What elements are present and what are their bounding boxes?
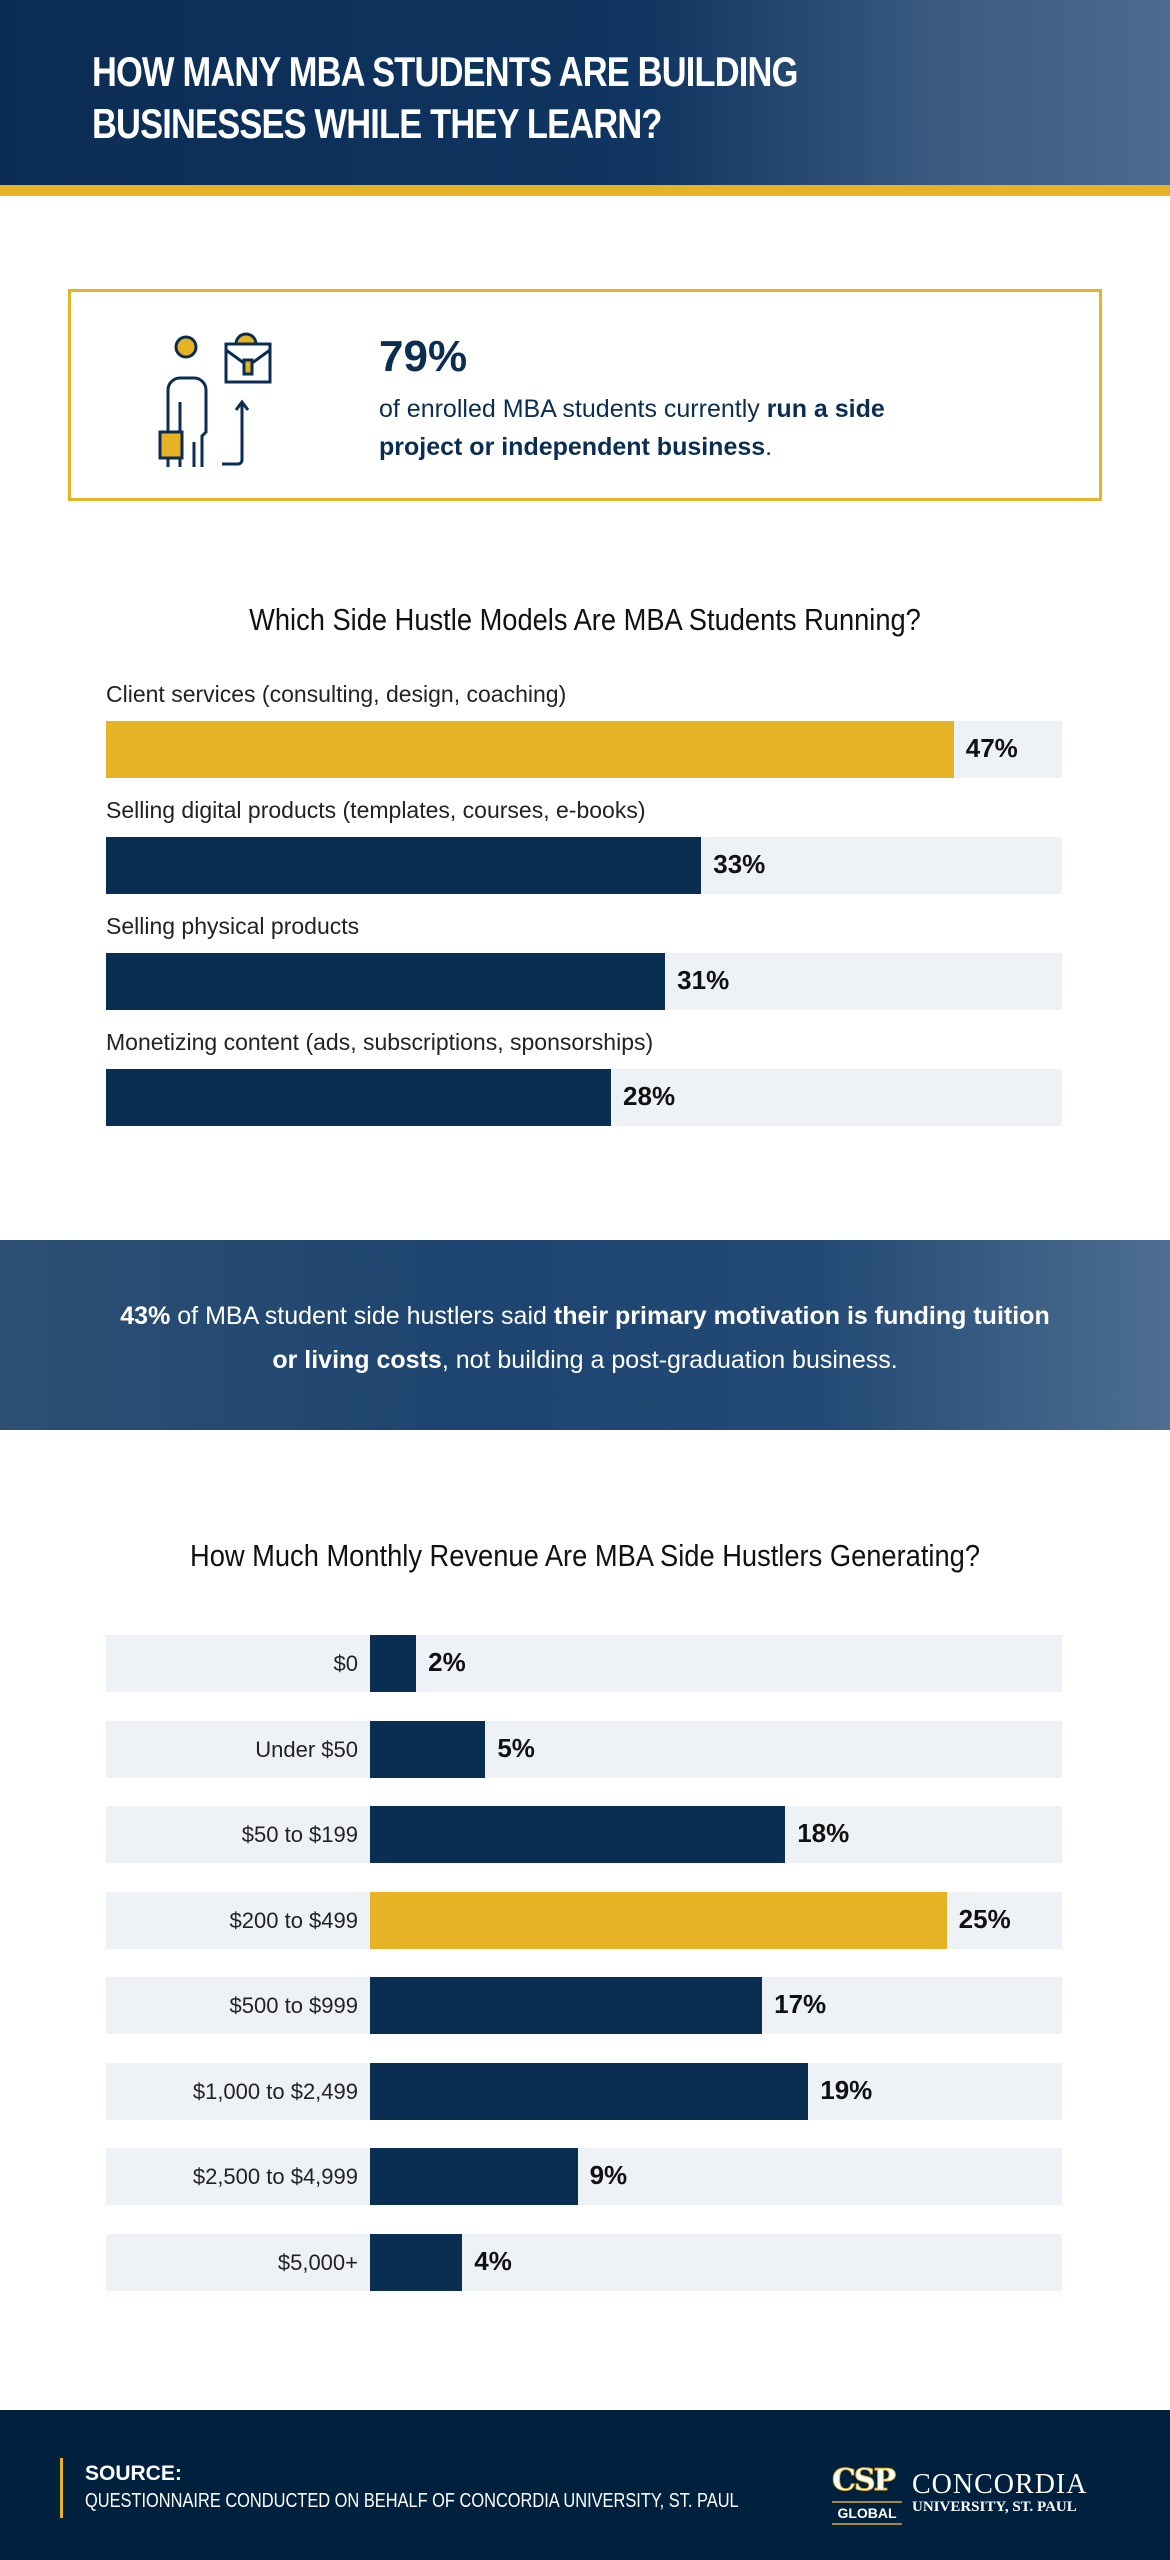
bar-value-label: 33% — [713, 849, 766, 879]
bar-category-label: Selling physical products — [106, 913, 360, 939]
bar — [370, 2062, 809, 2120]
bar — [370, 1635, 417, 1692]
bar-category-label: $50 to $199 — [241, 1822, 358, 1847]
chart-2-title: How Much Monthly Revenue Are MBA Side Hu… — [190, 1538, 980, 1573]
stat-value: 79% — [379, 332, 468, 381]
chart-1-title: Which Side Hustle Models Are MBA Student… — [249, 602, 921, 637]
bar-track: 33% — [106, 837, 1062, 894]
banner-text: 43% of MBA student side hustlers said th… — [120, 1302, 1050, 1374]
bar — [370, 2233, 463, 2291]
person-briefcase-growth-icon — [158, 332, 272, 467]
footer: SOURCE: QUESTIONNAIRE CONDUCTED ON BEHAL… — [0, 2410, 1170, 2560]
title-line-1: HOW MANY MBA STUDENTS ARE BUILDING — [92, 48, 798, 95]
title-line-2: BUSINESSES WHILE THEY LEARN? — [92, 100, 662, 147]
bar — [370, 2148, 578, 2205]
bar-value-label: 18% — [797, 1818, 850, 1848]
bar-category-label: $500 to $999 — [229, 1993, 358, 2018]
bar-value-label: 19% — [820, 2074, 873, 2105]
source-label: SOURCE: — [85, 2462, 182, 2485]
bar-value-label: 5% — [497, 1732, 535, 1763]
bar — [370, 1720, 486, 1778]
bar — [106, 721, 954, 778]
header-banner: HOW MANY MBA STUDENTS ARE BUILDING BUSIN… — [0, 0, 1170, 185]
bar — [370, 1977, 763, 2034]
bar-track: 28% — [106, 1069, 1062, 1126]
source-text: QUESTIONNAIRE CONDUCTED ON BEHALF OF CON… — [85, 2490, 739, 2512]
bar-value-label: 4% — [474, 2245, 512, 2276]
bar-category-label: Under $50 — [255, 1736, 358, 1762]
header-stripe — [0, 185, 1170, 196]
bar-value-label: 25% — [958, 1903, 1011, 1934]
bar-track: $2,500 to $4,999 9% — [106, 2148, 1062, 2205]
bar-value-label: 47% — [965, 733, 1018, 763]
footer-accent-rule — [60, 2458, 63, 2518]
bar-track: $50 to $199 18% — [106, 1806, 1062, 1863]
bar-category-label: $1,000 to $2,499 — [192, 2078, 358, 2104]
stat-description: of enrolled MBA students currently run a… — [379, 395, 885, 461]
bar-value-label: 2% — [428, 1647, 466, 1677]
bar-track: $1,000 to $2,499 19% — [106, 2062, 1062, 2120]
bar-category-label: Monetizing content (ads, subscriptions, … — [106, 1029, 654, 1055]
bar-track: $200 to $499 25% — [106, 1891, 1062, 1949]
bar-category-label: $2,500 to $4,999 — [192, 2164, 358, 2189]
logo-subtitle: UNIVERSITY, ST. PAUL — [912, 2499, 1077, 2515]
bar-value-label: 28% — [623, 1081, 676, 1111]
bar-track: Under $50 5% — [106, 1720, 1062, 1778]
bar-value-label: 31% — [677, 965, 730, 995]
bar-track: 31% — [106, 953, 1062, 1010]
logo-name: CONCORDIA — [912, 2469, 1088, 2500]
concordia-logo: CSP GLOBAL CONCORDIA UNIVERSITY, ST. PAU… — [831, 2463, 1112, 2525]
bar-track: $5,000+ 4% — [106, 2233, 1062, 2291]
bar-category-label: $200 to $499 — [229, 1907, 358, 1933]
bar-category-label: Client services (consulting, design, coa… — [106, 681, 567, 707]
bar-category-label: $0 — [333, 1651, 358, 1676]
bar-track: $500 to $999 17% — [106, 1977, 1062, 2034]
bar — [106, 953, 666, 1010]
bar-track: $0 2% — [106, 1635, 1062, 1692]
page-title: HOW MANY MBA STUDENTS ARE BUILDING BUSIN… — [92, 46, 912, 150]
bar-value-label: 17% — [774, 1989, 827, 2019]
bar-track: 47% — [106, 721, 1062, 778]
motivation-banner: 43% of MBA student side hustlers said th… — [0, 1240, 1170, 1430]
bar-category-label: $5,000+ — [277, 2249, 358, 2275]
stat-callout: 79% of enrolled MBA students currently r… — [68, 289, 1102, 501]
bar-value-label: 9% — [589, 2160, 628, 2190]
bar — [370, 1891, 947, 1949]
bar — [106, 1069, 612, 1126]
logo-global: GLOBAL — [832, 2501, 902, 2525]
bar — [106, 837, 702, 894]
logo-csp: CSP — [831, 2463, 896, 2499]
bar-category-label: Selling digital products (templates, cou… — [106, 797, 646, 823]
bar — [370, 1806, 786, 1863]
